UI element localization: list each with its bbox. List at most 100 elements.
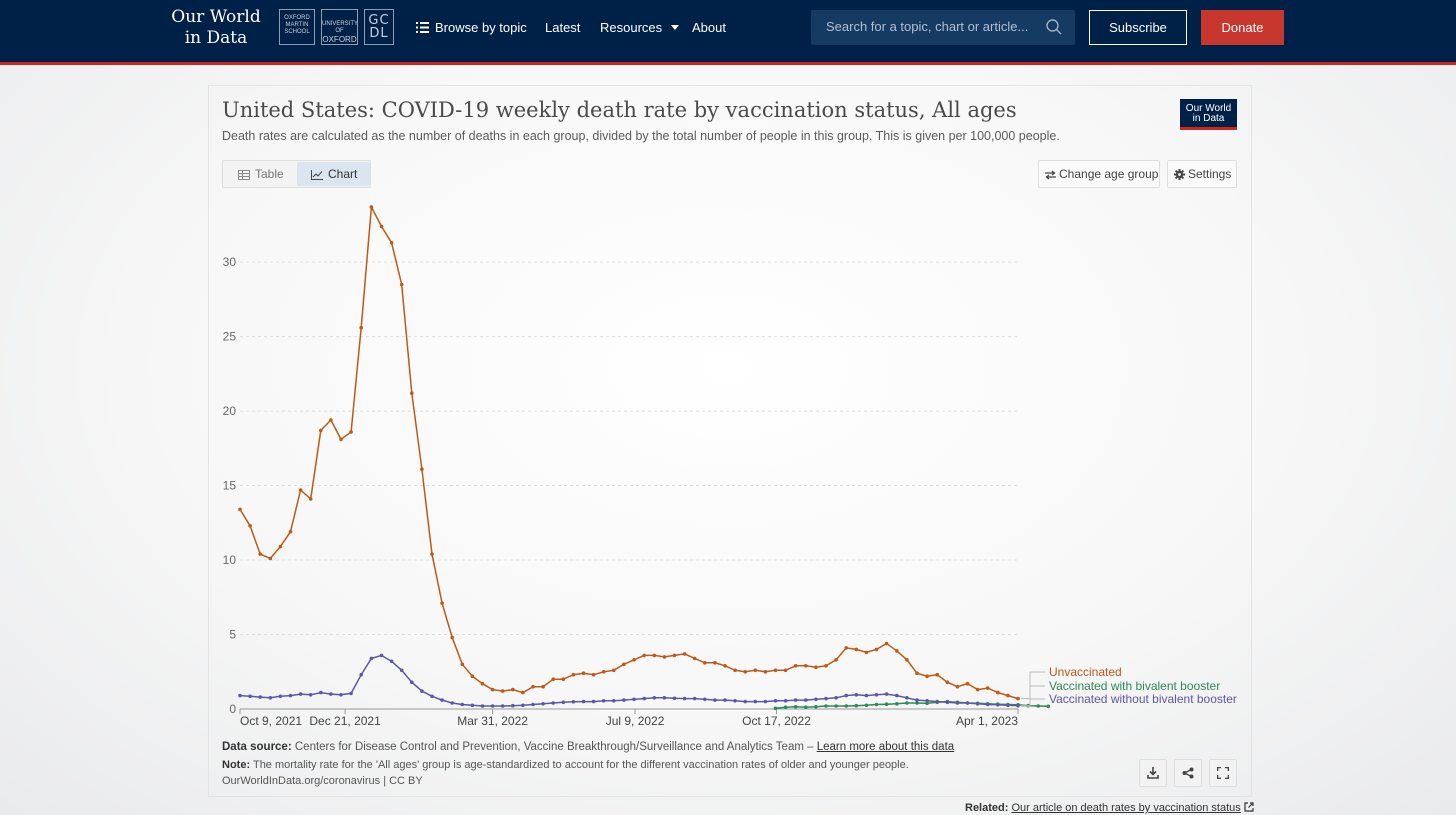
partner-text: SCHOOL <box>284 29 310 35</box>
data-point <box>561 677 566 681</box>
chevron-down-icon <box>670 25 679 30</box>
data-point <box>369 205 374 209</box>
tab-chart[interactable]: Chart <box>297 162 370 186</box>
series-label[interactable]: Vaccinated with bivalent booster <box>1049 679 1220 693</box>
top-navigation-bar: Our World in Data OXFORD MARTIN SCHOOL U… <box>0 0 1456 62</box>
data-point <box>329 418 333 422</box>
fullscreen-button[interactable] <box>1209 759 1237 787</box>
change-age-label: Change age group <box>1059 167 1159 181</box>
resources-menu[interactable]: Resources <box>600 19 679 37</box>
data-point <box>490 704 495 708</box>
x-tick-label: Oct 17, 2022 <box>742 714 811 728</box>
source-text: Centers for Disease Control and Preventi… <box>294 741 814 753</box>
data-point <box>915 701 919 705</box>
data-point <box>834 696 838 700</box>
data-point <box>642 653 646 658</box>
source-url[interactable]: OurWorldInData.org/coronavirus | CC BY <box>222 775 423 787</box>
data-point <box>521 703 525 708</box>
data-point <box>905 696 909 700</box>
search-input[interactable]: Search for a topic, chart or article... <box>826 19 1029 34</box>
data-point <box>773 668 778 673</box>
data-point <box>571 700 576 704</box>
data-point <box>874 647 879 652</box>
partner-text: DL <box>369 26 389 41</box>
search-field[interactable]: Search for a topic, chart or article... <box>811 10 1075 45</box>
y-tick-label: 20 <box>223 404 237 418</box>
settings-button[interactable]: Settings <box>1167 160 1237 188</box>
settings-label: Settings <box>1188 167 1232 181</box>
data-point <box>874 702 879 707</box>
data-point <box>480 681 485 686</box>
brand-line-2: in Data <box>184 28 248 48</box>
browse-by-topic-menu[interactable]: Browse by topic <box>416 19 527 37</box>
data-point <box>480 704 485 708</box>
x-tick-label: Apr 1, 2023 <box>956 714 1018 728</box>
data-point <box>783 705 788 709</box>
data-point <box>874 693 879 697</box>
data-point <box>460 662 465 667</box>
about-link[interactable]: About <box>692 20 726 35</box>
view-tabs: Table Chart <box>222 160 371 188</box>
oxford-martin-school-logo[interactable]: OXFORD MARTIN SCHOOL <box>279 9 315 45</box>
logo-line-1: Our World <box>1185 103 1232 114</box>
data-point <box>298 488 303 492</box>
donate-button[interactable]: Donate <box>1201 10 1284 45</box>
data-point <box>783 668 788 673</box>
data-point <box>905 658 909 662</box>
site-logo[interactable]: Our World in Data <box>170 7 262 49</box>
data-point <box>420 689 424 693</box>
data-point <box>773 706 778 711</box>
data-source: Data source: Centers for Disease Control… <box>222 741 954 753</box>
external-link-icon[interactable] <box>1244 802 1254 812</box>
data-point <box>410 391 414 396</box>
search-icon[interactable] <box>1046 19 1062 35</box>
data-point <box>1006 693 1010 698</box>
chart-title: United States: COVID-19 weekly death rat… <box>222 98 1017 122</box>
data-point <box>349 691 353 696</box>
data-point <box>905 701 909 705</box>
tab-table[interactable]: Table <box>224 162 296 186</box>
x-tick-label: Dec 21, 2021 <box>309 714 381 728</box>
data-point <box>440 601 444 605</box>
data-point <box>581 671 586 675</box>
data-point <box>531 702 535 707</box>
related-article-link[interactable]: Our article on death rates by vaccinatio… <box>1011 802 1241 814</box>
subscribe-button[interactable]: Subscribe <box>1089 10 1187 45</box>
data-point <box>298 692 303 696</box>
data-point <box>339 693 343 697</box>
share-button[interactable] <box>1174 759 1202 787</box>
data-point <box>662 655 667 659</box>
data-point <box>783 699 788 703</box>
data-point <box>824 696 828 701</box>
data-point <box>996 703 1000 707</box>
series-label[interactable]: Unvaccinated <box>1049 665 1122 679</box>
learn-more-link[interactable]: Learn more about this data <box>816 741 955 753</box>
gcdl-logo[interactable]: GC DL <box>364 9 394 45</box>
data-point <box>258 552 263 556</box>
data-point <box>975 702 980 706</box>
data-point <box>490 687 495 692</box>
latest-link[interactable]: Latest <box>545 20 581 35</box>
note-label: Note: <box>222 759 251 771</box>
data-point <box>379 653 384 658</box>
x-tick-label: Mar 31, 2022 <box>457 714 528 728</box>
data-point <box>864 703 869 708</box>
data-point <box>793 698 798 702</box>
data-point <box>591 672 596 677</box>
data-point <box>895 649 899 653</box>
data-point <box>844 646 848 650</box>
university-of-oxford-logo[interactable]: UNIVERSITY OF OXFORD <box>321 9 358 45</box>
data-point <box>753 699 758 704</box>
data-point <box>713 698 717 702</box>
data-point <box>985 702 990 707</box>
y-tick-label: 30 <box>223 255 237 269</box>
data-point <box>985 686 990 690</box>
data-point <box>723 698 727 702</box>
series-label[interactable]: Vaccinated without bivalent booster <box>1049 692 1237 706</box>
data-point <box>399 282 404 287</box>
data-point <box>450 701 455 705</box>
owid-logo[interactable]: Our World in Data <box>1180 99 1237 130</box>
download-button[interactable] <box>1139 759 1167 787</box>
change-age-group-button[interactable]: Change age group <box>1038 160 1160 188</box>
data-point <box>975 687 980 692</box>
